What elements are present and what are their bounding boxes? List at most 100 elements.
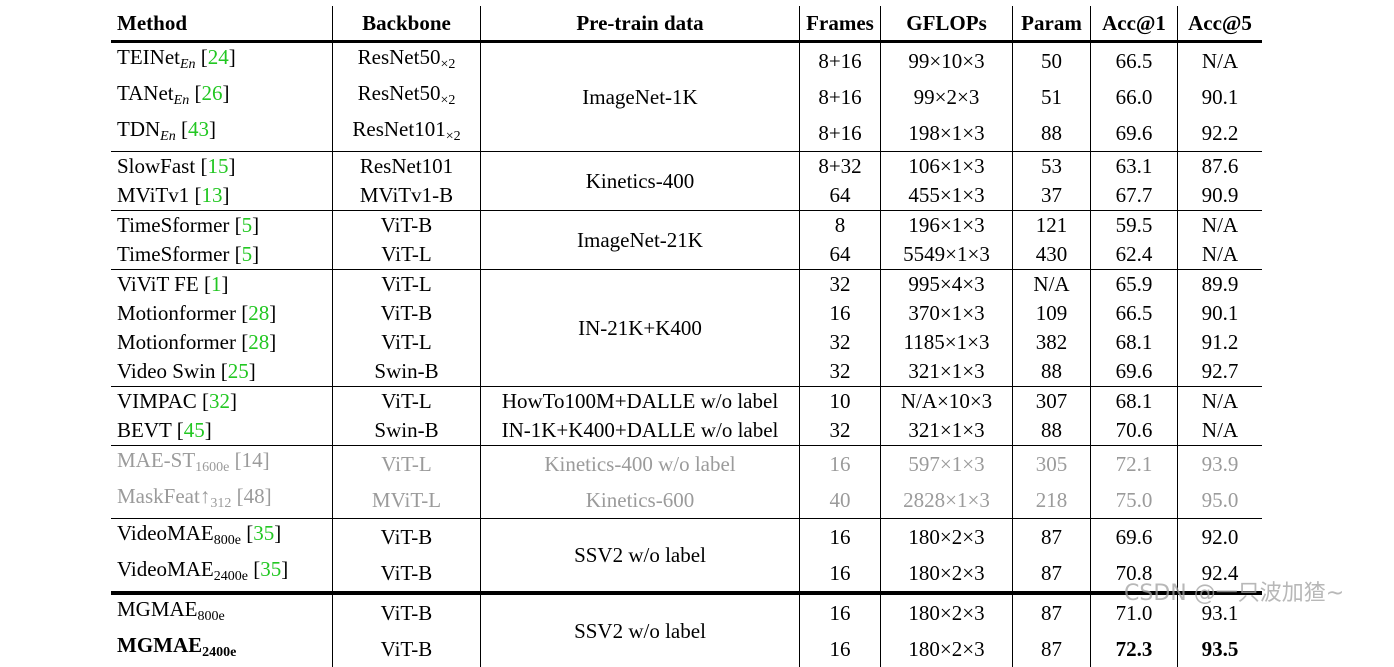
- backbone-cell: MViTv1-B: [332, 181, 481, 211]
- table-row: TDNEn [43] ResNet101×2 8+16 198×1×3 88 6…: [111, 115, 1262, 152]
- frames-cell: 8+16: [799, 115, 881, 152]
- backbone-cell: ResNet50×2: [332, 41, 481, 79]
- param-cell: 88: [1012, 115, 1091, 152]
- method-cell: TANetEn [26]: [111, 79, 333, 115]
- backbone-cell: ResNet50×2: [332, 79, 481, 115]
- method-cell: TimeSformer [5]: [111, 240, 333, 270]
- acc5-cell: 92.0: [1177, 518, 1262, 555]
- acc1-cell: 66.5: [1090, 299, 1178, 328]
- table-row: VIMPAC [32] ViT-L HowTo100M+DALLE w/o la…: [111, 386, 1262, 416]
- pretrain-cell: SSV2 w/o label: [480, 518, 800, 593]
- acc5-cell: 89.9: [1177, 269, 1262, 299]
- frames-cell: 16: [799, 591, 881, 631]
- gflops-cell: 180×2×3: [880, 591, 1013, 631]
- acc1-cell: 69.6: [1090, 518, 1178, 555]
- frames-cell: 64: [799, 181, 881, 211]
- table-header-row: Method Backbone Pre-train data Frames GF…: [111, 6, 1262, 43]
- method-cell: Video Swin [25]: [111, 357, 333, 387]
- pretrain-cell: Kinetics-400: [480, 151, 800, 211]
- acc1-cell: 70.6: [1090, 416, 1178, 446]
- pretrain-cell: ImageNet-21K: [480, 210, 800, 270]
- table-row: Video Swin [25] Swin-B 32 321×1×3 88 69.…: [111, 357, 1262, 387]
- pretrain-cell: HowTo100M+DALLE w/o label: [480, 386, 800, 416]
- pretrain-cell: Kinetics-600: [480, 482, 800, 519]
- param-cell: 53: [1012, 151, 1091, 181]
- acc1-cell: 69.6: [1090, 115, 1178, 152]
- param-cell: 87: [1012, 631, 1091, 667]
- method-cell: TEINetEn [24]: [111, 41, 333, 79]
- param-cell: 382: [1012, 328, 1091, 357]
- acc1-cell: 72.3: [1090, 631, 1178, 667]
- method-cell: MAE-ST1600e [14]: [111, 445, 333, 482]
- frames-cell: 32: [799, 269, 881, 299]
- acc5-cell: N/A: [1201, 418, 1239, 442]
- method-cell: MGMAE800e: [111, 591, 333, 631]
- gflops-cell: 196×1×3: [880, 210, 1013, 240]
- gflops-cell: 1185×1×3: [880, 328, 1013, 357]
- frames-cell: 8: [799, 210, 881, 240]
- gflops-cell: N/A×10×3: [880, 386, 1013, 416]
- param-cell: N/A: [1012, 269, 1091, 299]
- frames-cell: 16: [799, 555, 881, 593]
- acc1-cell: 62.4: [1090, 240, 1178, 270]
- method-cell: TDNEn [43]: [111, 115, 333, 152]
- header-acc1: Acc@1: [1090, 6, 1178, 43]
- param-cell: 87: [1012, 518, 1091, 555]
- acc5-cell: 90.1: [1201, 84, 1239, 109]
- frames-cell: 32: [799, 416, 881, 446]
- backbone-cell: ResNet101: [332, 151, 481, 181]
- acc5-cell: N/A: [1201, 242, 1239, 266]
- table-row: Motionformer [28] ViT-B 16 370×1×3 109 6…: [111, 299, 1262, 328]
- acc1-cell: 68.1: [1090, 386, 1178, 416]
- gflops-cell: 455×1×3: [880, 181, 1013, 211]
- backbone-cell: ViT-L: [332, 240, 481, 270]
- results-table-container: Method Backbone Pre-train data Frames GF…: [111, 6, 1262, 667]
- acc5-cell: N/A: [1177, 210, 1262, 240]
- method-cell: ViViT FE [1]: [111, 269, 333, 299]
- backbone-cell: Swin-B: [332, 416, 481, 446]
- table-row: MGMAE800e ViT-B SSV2 w/o label 16 180×2×…: [111, 591, 1262, 667]
- backbone-cell: MViT-L: [332, 482, 481, 519]
- method-cell: MGMAE2400e: [111, 631, 333, 667]
- table-row: VideoMAE800e [35] ViT-B SSV2 w/o label 1…: [111, 518, 1262, 593]
- frames-cell: 8+16: [799, 79, 881, 115]
- frames-cell: 32: [799, 357, 881, 387]
- param-cell: 121: [1012, 210, 1091, 240]
- acc5-cell: N/A: [1177, 386, 1262, 416]
- method-cell: TimeSformer [5]: [111, 210, 333, 240]
- frames-cell: 10: [799, 386, 881, 416]
- frames-cell: 8+32: [799, 151, 881, 181]
- acc5-cell: N/A: [1201, 48, 1239, 73]
- header-acc5: Acc@5: [1177, 6, 1262, 43]
- table-row: MaskFeat↑312 [48] MViT-L Kinetics-600 40…: [111, 482, 1262, 519]
- table-row: TimeSformer [5] ViT-B ImageNet-21K 8 196…: [111, 210, 1262, 270]
- param-cell: 50: [1012, 41, 1091, 79]
- backbone-cell: Swin-B: [332, 357, 481, 387]
- gflops-cell: 180×2×3: [880, 631, 1013, 667]
- param-cell: 109: [1012, 299, 1091, 328]
- acc5-cell: 95.0: [1201, 487, 1239, 512]
- table-row: BEVT [45] Swin-B IN-1K+K400+DALLE w/o la…: [111, 416, 1262, 446]
- table-row: TimeSformer [5] ViT-L 64 5549×1×3 430 62…: [111, 240, 1262, 270]
- gflops-cell: 597×1×3: [880, 445, 1013, 482]
- acc1-cell: 66.0: [1090, 79, 1178, 115]
- backbone-cell: ViT-B: [332, 631, 481, 667]
- table-row: TANetEn [26] ResNet50×2 8+16 99×2×3 51 6…: [111, 79, 1262, 115]
- backbone-cell: ViT-L: [332, 328, 481, 357]
- backbone-cell: ViT-B: [332, 555, 481, 593]
- method-cell: VIMPAC [32]: [111, 386, 333, 416]
- acc5-cell: 92.4: [1201, 560, 1239, 585]
- frames-cell: 40: [799, 482, 881, 519]
- watermark: CSDN @一只波加猹~: [1124, 581, 1345, 606]
- results-table: Method Backbone Pre-train data Frames GF…: [111, 6, 1262, 667]
- method-cell: Motionformer [28]: [111, 299, 333, 328]
- header-gflops: GFLOPs: [880, 6, 1013, 43]
- acc1-cell: 72.1: [1090, 445, 1178, 482]
- header-frames: Frames: [799, 6, 881, 43]
- gflops-cell: 5549×1×3: [880, 240, 1013, 270]
- backbone-cell: ViT-B: [332, 210, 481, 240]
- acc1-cell: 63.1: [1090, 151, 1178, 181]
- frames-cell: 16: [799, 631, 881, 667]
- acc1-cell: 69.6: [1090, 357, 1178, 387]
- acc1-cell: 65.9: [1090, 269, 1178, 299]
